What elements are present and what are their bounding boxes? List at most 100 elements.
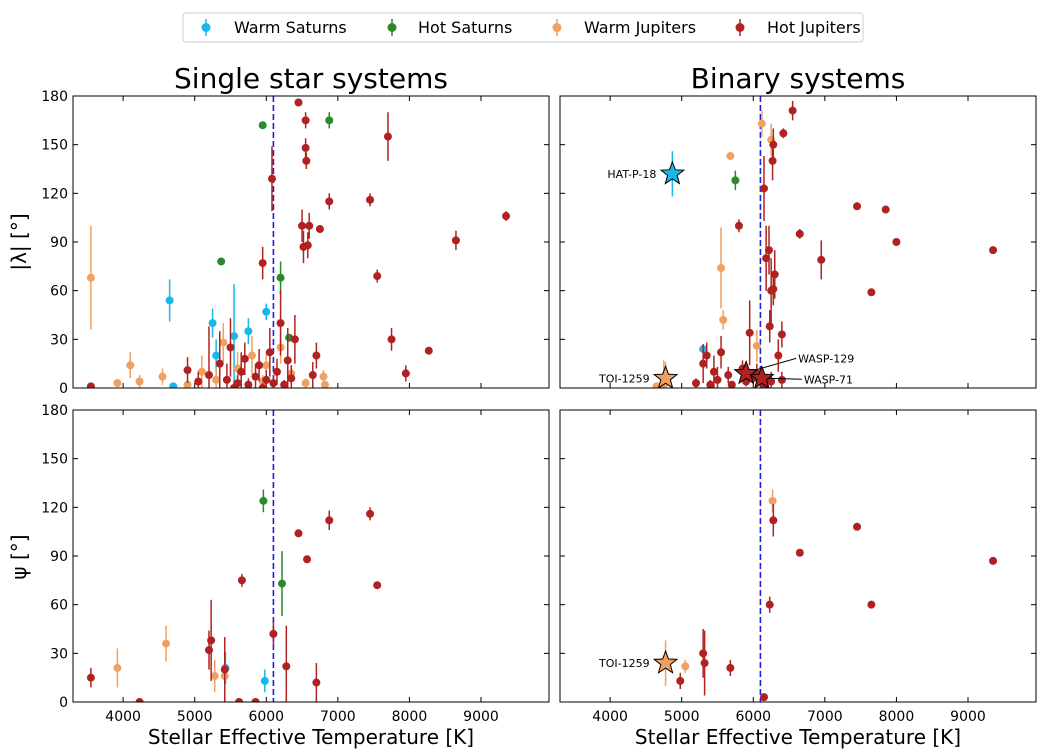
series-hot-jupiters [692, 100, 998, 388]
data-point [765, 322, 774, 331]
data-point [769, 516, 778, 525]
legend-box [182, 12, 864, 43]
data-point [752, 341, 761, 350]
data-point [301, 379, 310, 388]
data-point [210, 672, 219, 681]
annotation-label: TOI-1259 [598, 657, 650, 670]
x-tick-label: 5000 [664, 709, 700, 725]
data-point [169, 382, 178, 388]
data-point [255, 361, 264, 370]
data-point [303, 241, 312, 250]
data-point [373, 272, 382, 281]
highlight-star [652, 364, 679, 388]
y-tick-label: 60 [50, 284, 68, 300]
data-point [305, 221, 314, 230]
data-point [502, 212, 511, 221]
x-tick-label: 4000 [105, 709, 141, 725]
data-point [719, 315, 728, 324]
panel-single-lambda: 0 30 60 90 120 150 180 [41, 89, 550, 397]
legend-label: Warm Jupiters [584, 18, 696, 37]
x-axis-label-binary: Stellar Effective Temperature [K] [635, 725, 961, 749]
legend-marker [552, 23, 562, 32]
series-warm-saturns [221, 651, 269, 693]
y-tick-label: 0 [59, 695, 68, 711]
data-point [278, 579, 287, 588]
data-point [259, 496, 268, 505]
data-point [373, 581, 382, 590]
annotation-label: TOI-1259 [598, 372, 650, 385]
data-point [315, 225, 324, 234]
data-point [853, 522, 862, 531]
data-point [734, 221, 743, 230]
data-point [135, 698, 144, 702]
x-tick-label: 7000 [320, 709, 356, 725]
x-tick-label: 9000 [463, 709, 499, 725]
data-point [262, 361, 271, 370]
data-point [294, 98, 303, 107]
data-point [717, 348, 726, 357]
data-point [867, 600, 876, 609]
data-point [726, 663, 735, 672]
data-point [265, 348, 274, 357]
x-tick-label: 9000 [950, 709, 986, 725]
legend-marker [387, 23, 397, 32]
panel-binary-psi: 4000 5000 6000 7000 8000 9000 TOI-1259 [559, 409, 1037, 725]
series-hot-jupiters [676, 504, 998, 702]
data-point [383, 132, 392, 141]
data-point [251, 372, 260, 381]
data-point [230, 384, 239, 388]
data-point [86, 382, 95, 388]
data-point [298, 221, 307, 230]
data-point [113, 379, 122, 388]
y-tick-label: 180 [41, 89, 68, 105]
data-point [269, 629, 278, 638]
data-point [312, 351, 321, 360]
data-point [817, 255, 826, 264]
y-tick-label: 150 [41, 452, 68, 468]
axes-frame [72, 409, 550, 703]
data-point [989, 556, 998, 565]
data-point [699, 359, 708, 368]
y-tick-label: 90 [50, 235, 68, 251]
data-point [258, 121, 267, 130]
data-point [215, 359, 224, 368]
data-point [301, 116, 310, 125]
y-tick-label: 90 [50, 549, 68, 565]
data-point [308, 371, 317, 380]
axes-frame [559, 409, 1037, 703]
data-point [235, 698, 244, 702]
y-tick-label: 180 [41, 403, 68, 419]
data-point [267, 174, 276, 183]
panel-title-single: Single star systems [174, 62, 448, 95]
data-point [320, 380, 329, 388]
data-point [724, 371, 733, 380]
data-point [276, 273, 285, 282]
data-point [276, 319, 285, 328]
annotation-label: WASP-129 [798, 352, 854, 365]
data-point [194, 377, 203, 386]
data-point [303, 555, 312, 564]
data-point [290, 335, 299, 344]
series-warm-jupiters [86, 225, 329, 388]
data-point [237, 367, 246, 376]
x-tick-label: 8000 [392, 709, 428, 725]
data-point [251, 698, 260, 702]
data-point [282, 662, 291, 671]
data-point [745, 328, 754, 337]
y-tick-label: 30 [50, 646, 68, 662]
panel-title-binary: Binary systems [691, 62, 906, 95]
data-point [881, 205, 890, 214]
data-point [269, 379, 278, 388]
y-tick-label: 150 [41, 138, 68, 154]
data-point [769, 285, 778, 294]
plot-area [652, 410, 998, 702]
series-warm-jupiters [681, 489, 777, 673]
legend-item-warm-saturns: Warm Saturns [201, 18, 347, 37]
highlight-star [733, 359, 759, 385]
plot-area [652, 96, 998, 388]
data-point [222, 375, 231, 384]
data-point [240, 354, 249, 363]
data-point [226, 343, 235, 352]
data-point [451, 236, 460, 245]
plot-area [86, 410, 382, 702]
